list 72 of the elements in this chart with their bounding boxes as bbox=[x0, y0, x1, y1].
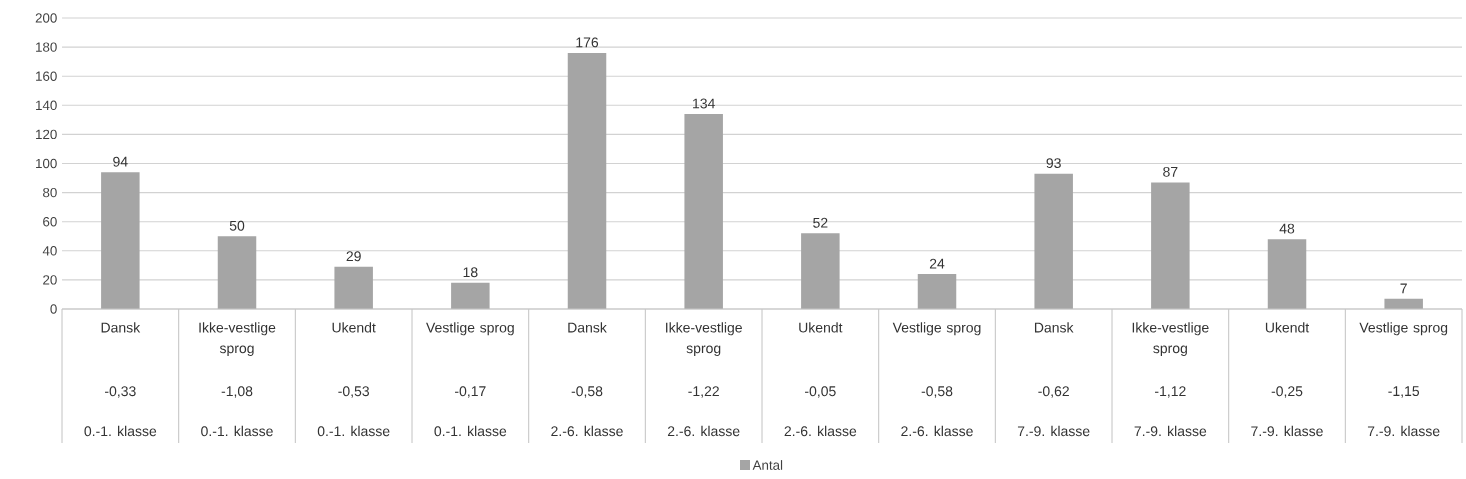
x-tick-label: Dansk bbox=[101, 322, 141, 333]
y-tick-label: 100 bbox=[36, 158, 57, 169]
bar bbox=[917, 274, 957, 309]
data-label: 134 bbox=[693, 98, 715, 109]
text: 0.-1. klasse bbox=[84, 425, 157, 437]
bar bbox=[684, 114, 723, 309]
bar bbox=[1267, 239, 1307, 309]
data-label: 24 bbox=[929, 258, 945, 269]
bar bbox=[1384, 298, 1423, 309]
data-label: 29 bbox=[346, 251, 361, 262]
bar bbox=[1151, 182, 1190, 309]
x-tick-label: Ikke-vestlige sprog bbox=[666, 322, 742, 356]
text: -1,15 bbox=[1388, 386, 1420, 398]
y-tick-label: 180 bbox=[36, 42, 57, 52]
data-label: 48 bbox=[1279, 223, 1295, 234]
text: 7.-9. klasse bbox=[1017, 425, 1090, 437]
data-label: 94 bbox=[113, 156, 128, 167]
text: -0,53 bbox=[338, 386, 370, 398]
text: -0,25 bbox=[1271, 386, 1303, 398]
text: 2.-6. klasse bbox=[901, 425, 973, 437]
y-tick-label: 160 bbox=[36, 71, 57, 81]
text: -0,17 bbox=[455, 386, 486, 398]
text: -1,08 bbox=[221, 386, 253, 398]
y-tick-label: 20 bbox=[43, 275, 57, 285]
x-tick-label: Dansk bbox=[568, 322, 607, 333]
x-tick-label: Ukendt bbox=[1265, 322, 1310, 333]
x-tick-label: Vestlige sprog bbox=[1359, 322, 1448, 336]
text: 2.-6. klasse bbox=[551, 425, 623, 437]
text: 7.-9. klasse bbox=[1251, 425, 1323, 437]
y-tick-label: 60 bbox=[43, 216, 57, 227]
text: -0,58 bbox=[921, 386, 953, 398]
y-tick-label: 40 bbox=[42, 246, 57, 256]
text: 7.-9. klasse bbox=[1134, 425, 1207, 437]
data-label: 93 bbox=[1046, 158, 1061, 169]
x-tick-label: Vestlige sprog bbox=[426, 322, 514, 336]
data-label: 52 bbox=[813, 217, 828, 228]
text: -1,22 bbox=[688, 386, 719, 398]
text: 2.-6. klasse bbox=[667, 425, 740, 437]
data-label: 18 bbox=[463, 267, 478, 278]
text: -0,05 bbox=[805, 386, 836, 398]
data-label: 87 bbox=[1163, 166, 1178, 177]
x-tick-label: Vestlige sprog bbox=[892, 322, 981, 336]
text: 7.-9. klasse bbox=[1367, 425, 1440, 437]
x-tick-label: Ukendt bbox=[332, 322, 376, 333]
x-tick-label: Ikke-vestlige sprog bbox=[199, 322, 276, 356]
x-tick-label: Ikke-vestlige sprog bbox=[1132, 322, 1209, 356]
y-tick-label: 0 bbox=[50, 304, 57, 314]
data-label: 7 bbox=[1400, 283, 1407, 294]
text: -0,33 bbox=[105, 386, 136, 398]
bar bbox=[451, 282, 490, 309]
y-tick-label: 120 bbox=[36, 129, 57, 140]
bar bbox=[1034, 173, 1073, 309]
bar bbox=[101, 172, 140, 309]
data-label: 176 bbox=[576, 37, 599, 48]
text: 0.-1. klasse bbox=[317, 425, 390, 437]
text: -0,58 bbox=[571, 386, 603, 398]
legend-label: Antal bbox=[752, 460, 783, 470]
bar bbox=[217, 236, 257, 309]
x-tick-label: Dansk bbox=[1034, 322, 1074, 333]
text: 2.-6. klasse bbox=[784, 425, 857, 437]
text: -0,62 bbox=[1038, 386, 1069, 398]
x-tick-label: Ukendt bbox=[799, 322, 843, 333]
y-tick-label: 200 bbox=[35, 13, 57, 23]
bar bbox=[334, 266, 373, 309]
y-tick-label: 140 bbox=[36, 100, 57, 111]
data-label: 50 bbox=[229, 220, 245, 231]
y-tick-label: 80 bbox=[43, 187, 57, 198]
text: 0.-1. klasse bbox=[201, 425, 273, 437]
text: 0.-1. klasse bbox=[434, 425, 507, 437]
bar bbox=[801, 233, 840, 309]
text: -1,12 bbox=[1155, 386, 1186, 398]
bar bbox=[567, 52, 607, 309]
